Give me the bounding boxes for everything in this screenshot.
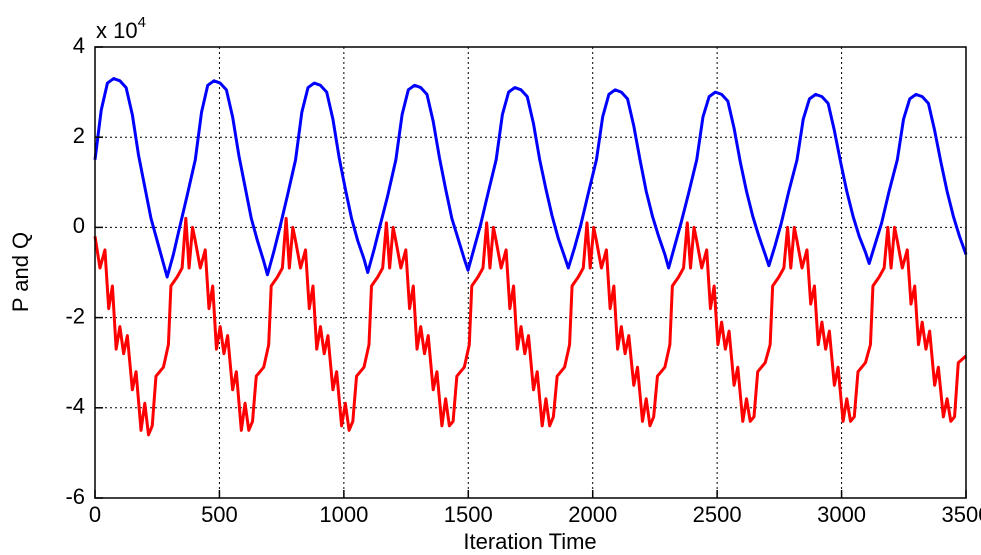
x-tick-label: 500 — [201, 502, 238, 527]
x-tick-label: 1000 — [319, 502, 368, 527]
y-axis-label: P and Q — [8, 232, 33, 312]
x-tick-label: 3500 — [942, 502, 981, 527]
series-line — [93, 216, 967, 437]
x-tick-label: 1500 — [444, 502, 493, 527]
x-tick-label: 0 — [89, 502, 101, 527]
ticks: 0 500 1000 1500 2000 2500 3000 3500 -6 -4 -2 0 2 4 — [65, 33, 981, 527]
y-tick-label: -6 — [65, 484, 85, 509]
series-line — [93, 77, 968, 279]
y-tick-label: -2 — [65, 303, 85, 328]
x-tick-label: 2500 — [693, 502, 742, 527]
y-multiplier: x 104 — [96, 14, 146, 43]
plot-frame — [94, 46, 967, 499]
x-axis-label: Iteration Time — [463, 529, 596, 554]
y-multiplier-base: x 10 — [96, 18, 138, 43]
x-tick-label: 3000 — [817, 502, 866, 527]
y-tick-label: 4 — [73, 33, 85, 58]
y-tick-label: 2 — [73, 123, 85, 148]
lines — [93, 77, 968, 437]
y-tick-label: -4 — [65, 394, 85, 419]
y-multiplier-power: 4 — [138, 14, 146, 31]
y-tick-label: 0 — [73, 213, 85, 238]
x-tick-label: 2000 — [568, 502, 617, 527]
